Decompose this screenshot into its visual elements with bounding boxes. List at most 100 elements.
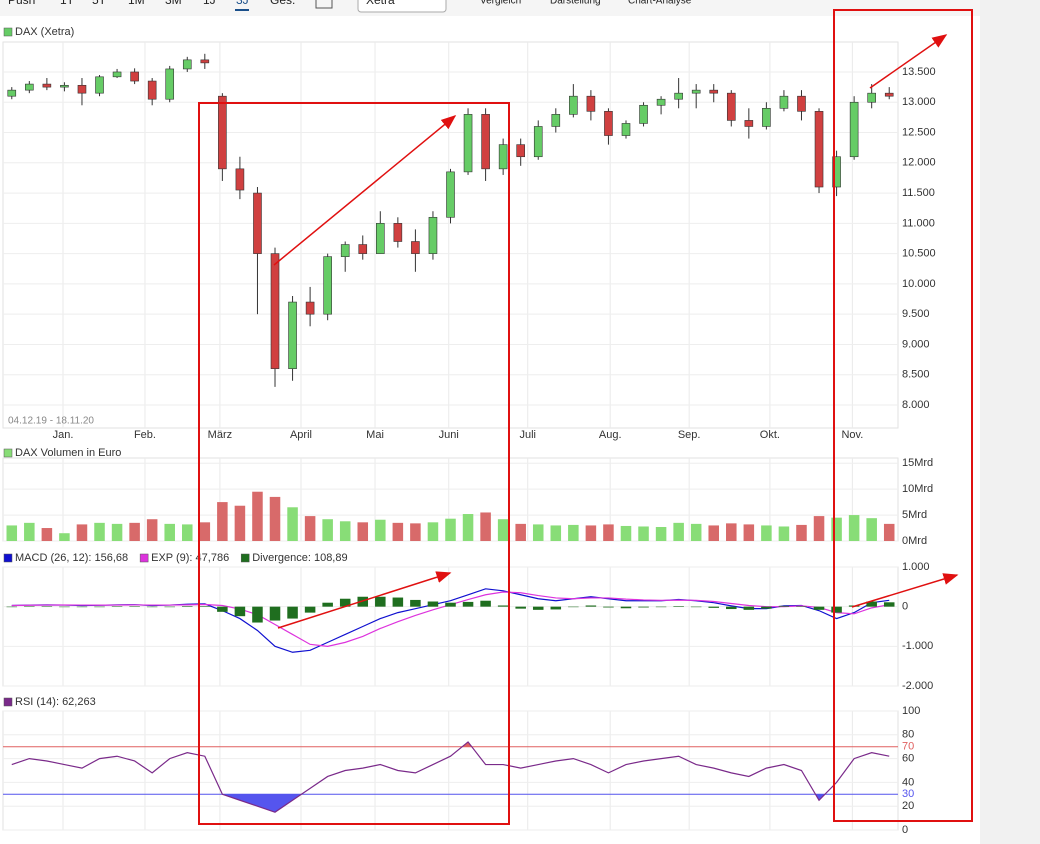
bar — [638, 526, 649, 541]
bar — [234, 505, 246, 541]
bar — [304, 606, 316, 613]
level-label: 70 — [902, 741, 914, 753]
range-button[interactable]: 1J — [203, 0, 216, 7]
calendar-icon[interactable] — [315, 0, 333, 9]
bar — [690, 606, 702, 608]
candle-body — [814, 111, 824, 188]
bar — [831, 606, 842, 613]
candle-body — [340, 244, 350, 257]
candle-body — [253, 192, 262, 254]
bar — [410, 523, 421, 541]
range-button[interactable]: 3J — [236, 0, 249, 7]
x-tick-label: Nov. — [841, 429, 863, 441]
bar — [375, 519, 386, 541]
bar — [234, 606, 246, 617]
bar — [357, 596, 369, 607]
bar — [217, 502, 228, 541]
legend-swatch — [3, 448, 13, 458]
bar — [515, 606, 526, 609]
bar — [199, 522, 211, 541]
bar — [111, 523, 123, 541]
candle-body — [586, 95, 596, 112]
candle-body — [446, 171, 455, 218]
bar — [287, 507, 298, 541]
candle-body — [621, 123, 631, 136]
x-tick-label: März — [208, 429, 232, 441]
candle-body — [849, 101, 859, 158]
bar — [866, 518, 877, 541]
candle-body — [604, 111, 613, 136]
bar — [427, 601, 439, 607]
candle-body — [323, 256, 332, 315]
candle-body — [95, 76, 104, 94]
plot-area — [2, 41, 899, 429]
trend-arrow — [869, 34, 948, 89]
y-tick-label: 13.500 — [902, 66, 936, 78]
bar — [445, 518, 456, 541]
bar — [515, 523, 526, 541]
candle-body — [270, 253, 280, 369]
range-button[interactable]: Ges. — [270, 0, 295, 7]
menu[interactable]: Chart-Analyse — [628, 0, 692, 7]
y-tick-label: 11.000 — [902, 217, 935, 229]
bar — [638, 606, 649, 608]
candle-body — [551, 114, 561, 127]
bar — [568, 606, 579, 608]
bar — [585, 605, 597, 607]
range-button[interactable]: 5T — [92, 0, 107, 7]
bar — [269, 496, 281, 541]
bar — [585, 525, 597, 541]
y-tick-label: 9.000 — [902, 338, 930, 350]
candle-body — [797, 95, 806, 112]
x-tick-label: Aug. — [599, 429, 622, 441]
y-tick-label: 5Mrd — [902, 509, 927, 521]
legend-label: EXP (9): 47,786 — [151, 552, 229, 564]
range-button[interactable]: 3M — [165, 0, 182, 7]
candle-body — [428, 216, 438, 254]
bar — [708, 525, 719, 541]
range-button[interactable]: 1T — [60, 0, 75, 7]
bar — [813, 606, 825, 610]
bar — [497, 605, 509, 607]
candle-body — [60, 84, 69, 88]
y-tick-label: 10Mrd — [902, 483, 933, 495]
candle-body — [516, 144, 525, 158]
x-tick-label: Juni — [439, 429, 459, 441]
legend-label: DAX (Xetra) — [15, 26, 74, 38]
y-tick-label: 20 — [902, 800, 914, 812]
bar — [726, 606, 737, 610]
menu[interactable]: Vergleich — [480, 0, 521, 7]
legend-swatch — [3, 553, 13, 563]
bar — [620, 606, 632, 609]
candle-body — [393, 223, 403, 242]
candle-body — [498, 144, 508, 170]
bar — [392, 522, 404, 541]
bar — [24, 606, 35, 607]
x-tick-label: Feb. — [134, 429, 156, 441]
candle-body — [709, 89, 719, 94]
bar — [322, 602, 333, 607]
bar — [322, 519, 333, 541]
legend-label: Divergence: 108,89 — [252, 552, 347, 564]
bar — [6, 525, 18, 541]
date-range: 04.12.19 - 18.11.20 — [8, 416, 94, 427]
exchange-dropdown[interactable] — [357, 0, 447, 13]
menu[interactable]: Darstellung — [550, 0, 601, 7]
legend-label: DAX Volumen in Euro — [15, 447, 121, 459]
bar — [883, 602, 895, 607]
bar — [462, 601, 474, 607]
legend-swatch — [3, 697, 13, 707]
candle-body — [182, 59, 192, 70]
range-button[interactable]: Push — [8, 0, 35, 7]
bar — [392, 597, 404, 607]
range-selected — [235, 9, 249, 11]
y-tick-label: 1.000 — [902, 561, 930, 573]
y-tick-label: -1.000 — [902, 640, 933, 652]
bar — [357, 522, 369, 541]
bar — [94, 606, 105, 608]
bar — [252, 491, 263, 541]
bar — [182, 606, 193, 607]
range-button[interactable]: 1M — [128, 0, 145, 7]
bar — [462, 514, 474, 541]
